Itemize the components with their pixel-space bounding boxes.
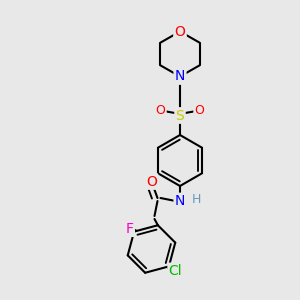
- Text: Cl: Cl: [169, 264, 182, 278]
- Text: N: N: [175, 194, 185, 208]
- Text: F: F: [126, 222, 134, 236]
- Text: O: O: [156, 104, 165, 118]
- Text: O: O: [175, 25, 185, 38]
- Text: H: H: [192, 193, 201, 206]
- Text: O: O: [146, 175, 157, 188]
- Text: N: N: [175, 70, 185, 83]
- Text: S: S: [176, 109, 184, 122]
- Text: O: O: [195, 104, 204, 118]
